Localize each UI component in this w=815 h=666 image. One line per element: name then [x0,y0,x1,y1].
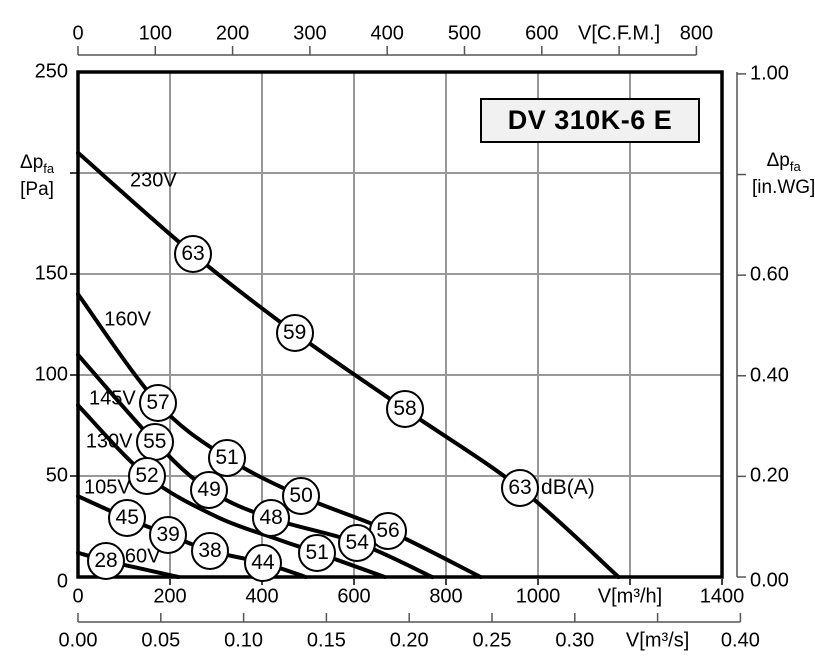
sound-level-badge: 55 [135,422,174,461]
top-axis-tick-label: V[C.F.M.] [577,22,661,45]
sound-level-unit-label: dB(A) [541,476,595,500]
bottom-axis-tick-label: 1000 [515,585,561,608]
right-axis-tick-label: 0.40 [750,364,789,387]
top-axis-tick-label: 800 [679,22,714,45]
sound-level-badge: 38 [191,531,230,570]
model-title: DV 310K-6 E [507,105,673,135]
sound-level-badge: 45 [108,499,147,538]
sound-level-badge: 49 [190,471,229,510]
m3s-axis-tick-label: 0.30 [555,629,595,652]
m3s-axis-tick-label: 0.00 [58,629,98,652]
bottom-axis-tick-label: 400 [245,585,279,608]
left-axis-tick-label: 100 [34,363,68,386]
bottom-axis-tick-label: 1400 [699,585,745,608]
curve-label-160v: 160V [104,308,151,331]
sound-level-badge: 52 [128,457,166,495]
m3s-axis-tick-label: 0.20 [389,629,429,652]
top-axis-tick-label: 500 [447,22,482,45]
sound-level-badge: 58 [386,390,425,429]
left-axis-tick-label: 50 [45,464,68,487]
left-axis-tick-label: 0 [56,570,68,593]
sound-level-badge: 63 [501,469,540,508]
curve-label-230v: 230V [129,169,177,192]
sound-level-badge: 51 [298,533,337,572]
m3s-axis-tick-label: 0.05 [141,629,181,652]
top-axis-tick-label: 400 [370,22,404,45]
right-axis-tick-label: 0.00 [750,569,789,592]
top-axis-tick-label: 600 [525,22,559,45]
sound-level-badge: 28 [87,541,126,580]
bottom-axis-tick-label: 800 [429,585,463,608]
top-axis-tick-label: 200 [215,22,250,45]
sound-level-badge: 54 [338,523,377,562]
sound-level-badge: 48 [252,499,291,538]
plot-frame [76,70,724,579]
left-axis-unit-label: Δpfa [Pa] [20,152,55,200]
sound-level-badge: 50 [282,477,321,516]
curve-label-60v: 60V [124,545,161,568]
sound-level-badge: 57 [139,384,178,423]
curve-label-130v: 130V [85,430,133,453]
curve-label-145v: 145V [89,387,136,410]
bottom-axis-tick-label: 200 [153,585,187,608]
sound-level-badge: 59 [275,313,314,352]
right-axis-tick-label: 1.00 [750,62,789,85]
left-axis-tick-label: 150 [34,262,68,285]
m3s-axis-tick-label: 0.15 [306,629,346,652]
sound-level-badge: 51 [208,438,247,477]
bottom-axis-tick-label: 0 [72,585,84,608]
curve-label-105v: 105V [83,476,131,499]
m3s-axis-tick-label: 0.40 [720,629,760,652]
sound-level-badge: 44 [243,543,282,582]
right-axis-unit-label: Δpfa [in.WG] [752,150,815,198]
top-axis-tick-label: 0 [72,22,84,45]
bottom-axis-tick-label: 600 [337,585,371,608]
top-axis-tick-label: 300 [293,22,327,45]
model-title-box: DV 310K-6 E [480,98,700,143]
left-axis-tick-label: 250 [34,60,68,83]
bottom-axis-tick-label: V[m³/h] [597,585,663,608]
m3s-axis-tick-label: 0.10 [224,629,264,652]
top-axis-tick-label: 100 [138,22,172,45]
m3s-axis-tick-label: V[m³/s] [625,629,690,652]
right-axis-tick-label: 0.60 [750,263,789,286]
right-axis-tick-label: 0.20 [750,464,789,487]
sound-level-badge: 39 [149,515,188,554]
m3s-axis-tick-label: 0.25 [472,629,512,652]
sound-level-badge: 63 [174,234,212,273]
